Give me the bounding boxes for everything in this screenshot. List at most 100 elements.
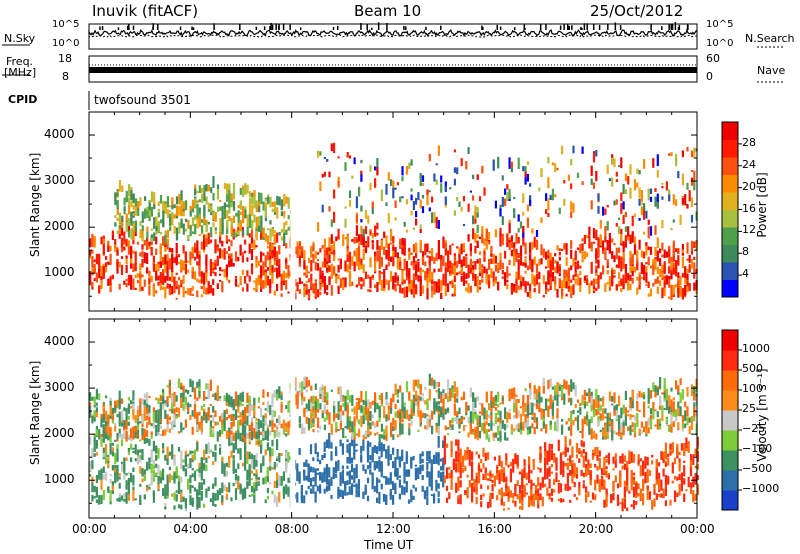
heatmap-cell	[214, 477, 217, 486]
heatmap-cell	[262, 455, 265, 467]
heatmap-cell	[228, 246, 231, 252]
heatmap-cell	[303, 283, 306, 287]
heatmap-cell	[228, 183, 231, 191]
heatmap-cell	[472, 428, 475, 432]
heatmap-cell	[198, 474, 201, 478]
heatmap-cell	[656, 276, 659, 284]
heatmap-cell	[629, 234, 632, 239]
heatmap-cell	[623, 480, 626, 486]
power-heatmap	[89, 113, 698, 310]
heatmap-cell	[535, 230, 539, 237]
heatmap-cell	[164, 428, 167, 436]
heatmap-cell	[453, 393, 456, 403]
heatmap-cell	[191, 217, 195, 227]
heatmap-cell	[350, 475, 354, 480]
heatmap-cell	[382, 475, 386, 479]
heatmap-cell	[376, 240, 379, 250]
heatmap-cell	[564, 483, 567, 491]
heatmap-cell	[477, 473, 481, 482]
heatmap-cell	[159, 219, 163, 224]
heatmap-cell	[426, 470, 429, 478]
heatmap-cell	[637, 460, 640, 465]
heatmap-cell	[223, 182, 226, 189]
heatmap-cell	[433, 460, 436, 464]
heatmap-cell	[321, 411, 324, 419]
heatmap-cell	[114, 452, 117, 465]
heatmap-cell	[207, 209, 210, 212]
heatmap-cell	[280, 293, 283, 297]
heatmap-cell	[159, 433, 162, 437]
heatmap-cell	[253, 287, 256, 291]
heatmap-cell	[146, 210, 149, 218]
heatmap-cell	[685, 437, 688, 449]
heatmap-cell	[433, 493, 436, 499]
heatmap-cell	[437, 405, 440, 417]
heatmap-cell	[410, 194, 413, 201]
heatmap-cell	[383, 276, 386, 289]
heatmap-cell	[547, 398, 550, 402]
heatmap-cell	[266, 429, 269, 439]
heatmap-cell	[456, 411, 459, 417]
heatmap-cell	[198, 234, 201, 236]
heatmap-cell	[513, 196, 516, 199]
heatmap-cell	[652, 158, 655, 168]
heatmap-cell	[136, 449, 140, 456]
heatmap-cell	[449, 389, 452, 402]
heatmap-cell	[437, 382, 440, 388]
heatmap-cell	[305, 281, 308, 284]
heatmap-cell	[437, 279, 440, 288]
heatmap-cell	[198, 279, 201, 283]
heatmap-cell	[599, 219, 602, 229]
heatmap-cell	[105, 422, 108, 433]
heatmap-cell	[447, 396, 450, 403]
heatmap-cell	[203, 478, 206, 482]
heatmap-cell	[280, 394, 283, 401]
heatmap-cell	[623, 463, 626, 470]
heatmap-cell	[123, 280, 126, 285]
heatmap-cell	[207, 284, 210, 292]
heatmap-cell	[694, 472, 697, 485]
heatmap-cell	[513, 415, 516, 419]
heatmap-cell	[285, 272, 288, 276]
heatmap-cell	[258, 216, 261, 226]
heatmap-cell	[401, 485, 404, 495]
heatmap-cell	[474, 430, 477, 439]
heatmap-cell	[143, 279, 146, 287]
heatmap-cell	[134, 444, 137, 455]
heatmap-cell	[502, 492, 506, 497]
heatmap-cell	[209, 261, 212, 271]
heatmap-cell	[373, 485, 376, 492]
heatmap-cell	[403, 238, 406, 246]
heatmap-cell	[353, 157, 356, 165]
heatmap-cell	[260, 420, 263, 428]
heatmap-cell	[428, 153, 431, 162]
heatmap-cell	[244, 414, 247, 425]
heatmap-cell	[614, 475, 617, 483]
heatmap-cell	[209, 498, 212, 503]
heatmap-cell	[171, 451, 174, 460]
heatmap-cell	[246, 433, 249, 439]
heatmap-cell	[189, 495, 192, 506]
heatmap-cell	[476, 396, 479, 402]
heatmap-cell	[278, 389, 281, 399]
heatmap-cell	[177, 446, 181, 452]
heatmap-cell	[191, 199, 195, 211]
heatmap-cell	[244, 250, 247, 254]
heatmap-cell	[196, 290, 199, 297]
heatmap-cell	[118, 476, 121, 480]
heatmap-cell	[557, 498, 560, 502]
heatmap-cell	[234, 251, 238, 262]
heatmap-cell	[566, 447, 569, 453]
heatmap-cell	[399, 196, 402, 203]
heatmap-cell	[143, 474, 146, 482]
heatmap-cell	[159, 470, 162, 478]
heatmap-cell	[212, 430, 215, 434]
heatmap-cell	[596, 466, 599, 471]
heatmap-cell	[475, 472, 478, 476]
heatmap-cell	[141, 427, 144, 436]
heatmap-cell	[127, 403, 130, 412]
heatmap-cell	[278, 266, 281, 278]
heatmap-cell	[146, 421, 149, 429]
heatmap-cell	[644, 471, 647, 484]
heatmap-cell	[364, 406, 368, 415]
